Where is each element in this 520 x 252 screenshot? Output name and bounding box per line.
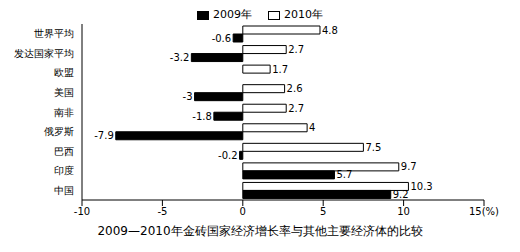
svg-text:15(%): 15(%)	[469, 206, 499, 217]
svg-text:-5: -5	[157, 206, 167, 217]
svg-text:美国: 美国	[54, 87, 74, 98]
svg-text:-10: -10	[74, 206, 90, 217]
svg-text:-1.8: -1.8	[192, 111, 212, 122]
svg-text:2.7: 2.7	[288, 103, 304, 114]
svg-text:欧盟: 欧盟	[54, 67, 74, 78]
svg-text:-3.2: -3.2	[170, 52, 190, 63]
svg-text:9.2: 9.2	[393, 189, 409, 200]
html-text:2010年: 2010年	[284, 8, 323, 21]
svg-text:5.7: 5.7	[336, 169, 352, 180]
svg-text:7.5: 7.5	[365, 142, 381, 153]
svg-text:5: 5	[320, 206, 326, 217]
svg-text:9.7: 9.7	[401, 161, 417, 172]
html-text:2009—2010年金砖国家经济增长率与其他主要经济体的比较: 2009—2010年金砖国家经济增长率与其他主要经济体的比较	[97, 224, 423, 238]
svg-text:-3: -3	[183, 91, 193, 102]
html-text:2009年: 2009年	[213, 8, 252, 21]
svg-text:1.7: 1.7	[272, 64, 288, 75]
svg-text:2.6: 2.6	[287, 83, 303, 94]
svg-text:4: 4	[309, 122, 315, 133]
svg-text:2.7: 2.7	[288, 44, 304, 55]
svg-text:俄罗斯: 俄罗斯	[44, 126, 74, 137]
svg-text:-0.6: -0.6	[212, 33, 232, 44]
svg-text:4.8: 4.8	[322, 25, 338, 36]
svg-text:10: 10	[397, 206, 410, 217]
svg-text:巴西: 巴西	[54, 146, 74, 157]
svg-text:-0.2: -0.2	[218, 150, 238, 161]
svg-text:10.3: 10.3	[410, 181, 432, 192]
svg-text:0: 0	[240, 206, 246, 217]
svg-text:印度: 印度	[54, 165, 74, 176]
svg-text:发达国家平均: 发达国家平均	[14, 48, 74, 59]
svg-text:中国: 中国	[54, 185, 74, 196]
svg-text:-7.9: -7.9	[94, 130, 114, 141]
svg-text:南非: 南非	[54, 107, 74, 118]
svg-text:世界平均: 世界平均	[34, 28, 74, 39]
